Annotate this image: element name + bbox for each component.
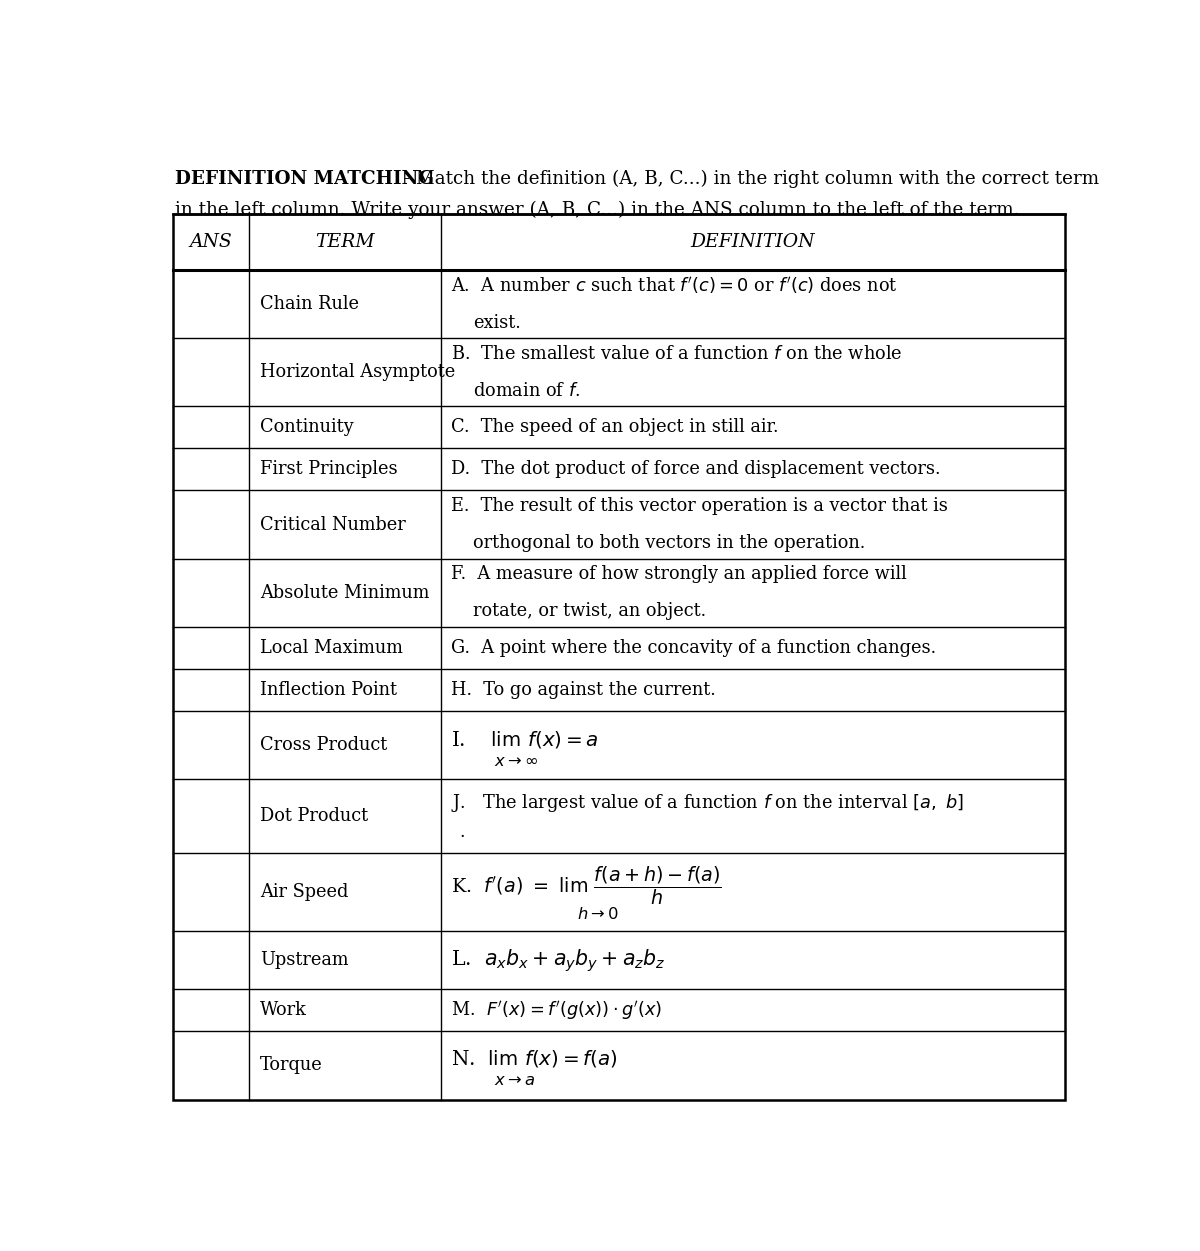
Text: Chain Rule: Chain Rule [260,295,359,313]
Text: Dot Product: Dot Product [260,807,368,826]
Text: Air Speed: Air Speed [260,883,348,901]
Text: Absolute Minimum: Absolute Minimum [260,584,430,602]
Text: in the left column. Write your answer (A, B, C...) in the ANS column to the left: in the left column. Write your answer (A… [175,201,1019,219]
Text: H.  To go against the current.: H. To go against the current. [451,681,716,699]
Text: A.  A number $c$ such that $f'(c) = 0$ or $f'(c)$ does not: A. A number $c$ such that $f'(c) = 0$ or… [451,275,898,296]
Text: Critical Number: Critical Number [260,515,406,534]
Text: Upstream: Upstream [260,951,348,970]
Text: $x \to \infty$: $x \to \infty$ [494,753,538,771]
Text: L.  $a_x b_x + a_y b_y + a_z b_z$: L. $a_x b_x + a_y b_y + a_z b_z$ [451,947,666,973]
Text: First Principles: First Principles [260,460,397,478]
Text: $h \to 0$: $h \to 0$ [577,906,619,922]
Text: D.  The dot product of force and displacement vectors.: D. The dot product of force and displace… [451,460,941,478]
Text: Continuity: Continuity [260,418,354,437]
Text: B.  The smallest value of a function $f$ on the whole: B. The smallest value of a function $f$ … [451,345,904,363]
Text: exist.: exist. [473,314,521,332]
Text: M.  $F'(x) = f'(g(x)) \cdot g'(x)$: M. $F'(x) = f'(g(x)) \cdot g'(x)$ [451,998,662,1022]
Text: N.  $\lim \ f(x) = f(a)$: N. $\lim \ f(x) = f(a)$ [451,1048,618,1070]
Text: F.  A measure of how strongly an applied force will: F. A measure of how strongly an applied … [451,565,907,583]
Text: domain of $f$.: domain of $f$. [473,382,581,399]
Text: Cross Product: Cross Product [260,736,388,754]
Text: Local Maximum: Local Maximum [260,639,403,657]
Text: .: . [460,823,464,842]
Text: J.   The largest value of a function $f$ on the interval $[a, \ b]$: J. The largest value of a function $f$ o… [451,792,965,813]
Text: rotate, or twist, an object.: rotate, or twist, an object. [473,602,707,620]
Text: ANS: ANS [190,233,233,251]
Text: G.  A point where the concavity of a function changes.: G. A point where the concavity of a func… [451,639,936,657]
Text: $x \to a$: $x \to a$ [494,1072,535,1088]
Text: - Match the definition (A, B, C...) in the right column with the correct term: - Match the definition (A, B, C...) in t… [398,170,1099,189]
Text: orthogonal to both vectors in the operation.: orthogonal to both vectors in the operat… [473,534,865,552]
Text: K.  $f'(a) \ = \ \lim \ \dfrac{f(a+h)-f(a)}{h}$: K. $f'(a) \ = \ \lim \ \dfrac{f(a+h)-f(a… [451,864,722,907]
Text: I.    $\lim \ f(x) = a$: I. $\lim \ f(x) = a$ [451,729,599,751]
Text: C.  The speed of an object in still air.: C. The speed of an object in still air. [451,418,779,437]
Text: Horizontal Asymptote: Horizontal Asymptote [260,363,455,382]
Text: TERM: TERM [316,233,374,251]
Text: E.  The result of this vector operation is a vector that is: E. The result of this vector operation i… [451,497,948,515]
Text: Torque: Torque [260,1057,323,1075]
Text: Inflection Point: Inflection Point [260,681,397,699]
Text: Work: Work [260,1001,307,1020]
Text: DEFINITION: DEFINITION [690,233,815,251]
Text: DEFINITION MATCHING: DEFINITION MATCHING [175,170,434,188]
